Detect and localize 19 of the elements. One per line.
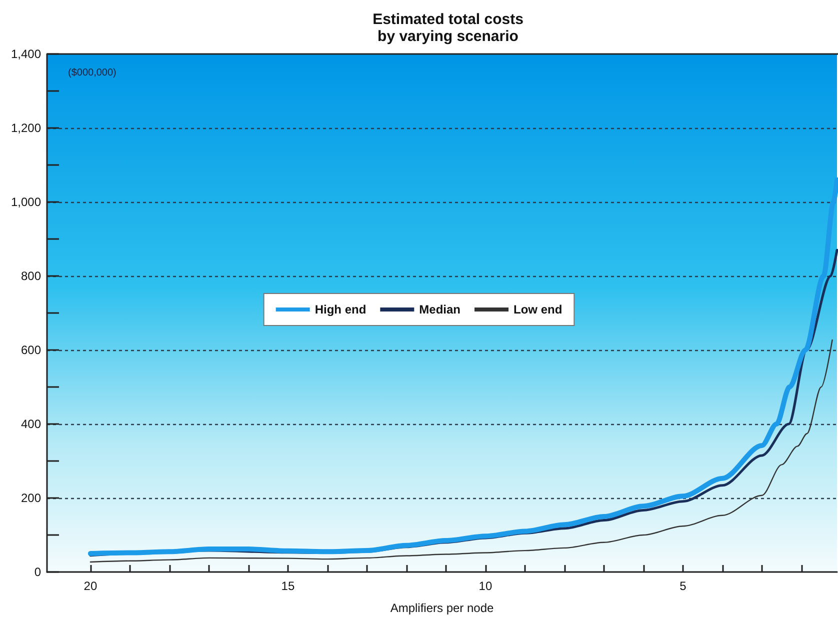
x-tick-label: 5 (680, 579, 687, 593)
y-tick-label: 1,200 (10, 121, 42, 135)
y-tick-label: 0 (34, 565, 42, 579)
y-tick-label: 200 (20, 491, 42, 505)
legend-label: Median (419, 302, 461, 316)
y-tick-label: 400 (20, 417, 42, 431)
y-tick-label: 600 (20, 343, 42, 357)
x-tick-label: 20 (84, 579, 98, 593)
x-axis-title: Amplifiers per node (390, 601, 494, 615)
y-tick-label: 1,400 (10, 47, 42, 61)
chart-title: Estimated total costs by varying scenario (372, 11, 524, 45)
legend-label: Low end (514, 302, 562, 316)
y-tick-label: 1,000 (10, 195, 42, 209)
x-tick-label: 10 (478, 579, 492, 593)
y-tick-label: 800 (20, 269, 42, 283)
x-tick-label: 15 (281, 579, 295, 593)
line-series (90, 339, 833, 563)
y-axis-title: ($000,000) (68, 68, 116, 78)
legend-label: High end (314, 302, 366, 316)
